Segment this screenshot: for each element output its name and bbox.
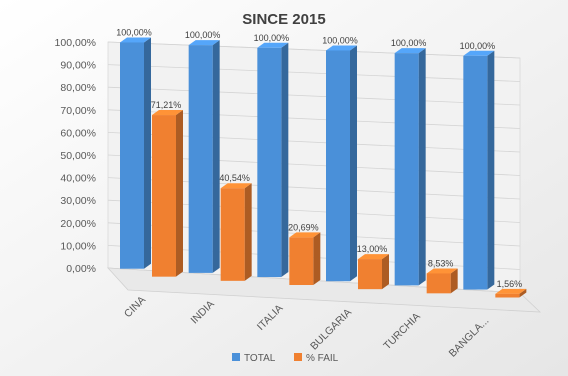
bar--fail-india	[220, 183, 252, 281]
bar-side	[487, 50, 495, 290]
bar-side	[519, 288, 527, 298]
bar-front	[152, 115, 176, 277]
y-tick-label: 10,00%	[60, 240, 96, 252]
bar-side	[313, 232, 321, 286]
y-tick-label: 0,00%	[66, 263, 96, 275]
chart-title: SINCE 2015	[242, 11, 325, 28]
y-tick-label: 50,00%	[60, 150, 96, 162]
bar-top	[326, 45, 357, 51]
data-label: 20,69%	[288, 222, 319, 232]
bar-side	[281, 42, 289, 278]
y-tick-label: 90,00%	[60, 60, 96, 72]
bar-top	[289, 232, 321, 238]
y-axis-ticks: 0,00% 10,00% 20,00% 30,00% 40,00% 50,00% 60,00…	[55, 37, 96, 275]
data-label: 8,53%	[428, 258, 454, 268]
gridline	[107, 86, 521, 106]
bar-front	[463, 55, 488, 290]
bar-side	[418, 48, 426, 286]
y-tick-label: 80,00%	[60, 82, 96, 94]
bar-side	[382, 254, 389, 290]
data-label: 100,00%	[322, 35, 358, 45]
legend: TOTAL % FAIL	[232, 353, 339, 364]
y-tick-label: 20,00%	[60, 218, 96, 230]
bar--fail-italia	[289, 232, 321, 286]
bar-side	[212, 40, 220, 273]
bar-top	[495, 288, 527, 294]
bar-front	[326, 50, 350, 282]
y-tick-label: 70,00%	[60, 105, 96, 117]
y-tick-label: 40,00%	[60, 173, 96, 185]
bar-top	[257, 42, 289, 48]
data-label: 71,21%	[151, 100, 182, 110]
bar--fail-turchia	[426, 268, 458, 294]
bar-front	[426, 273, 451, 294]
legend-label: % FAIL	[306, 353, 339, 364]
bar-side	[450, 268, 458, 294]
bar-top	[120, 37, 151, 43]
gridline	[107, 64, 521, 82]
bar-front	[358, 259, 382, 290]
legend-swatch	[294, 353, 302, 361]
data-label: 40,54%	[219, 173, 250, 183]
bar-total-india	[188, 40, 220, 273]
bars	[120, 37, 527, 298]
bar-top	[394, 48, 426, 54]
data-label: 100,00%	[391, 38, 427, 48]
bar-front	[120, 42, 144, 269]
bar-top	[358, 254, 389, 260]
bar-side	[176, 110, 183, 277]
data-labels: 100,00% 71,21% 100,00% 40,54% 100,00% 20,69% 1…	[116, 27, 522, 288]
bar-front	[394, 53, 419, 286]
bar-front	[495, 293, 520, 298]
data-label: 100,00%	[460, 41, 496, 51]
bar-front	[257, 47, 282, 278]
bar-top	[152, 110, 183, 116]
y-tick-label: 60,00%	[60, 127, 96, 139]
bar-front	[289, 237, 314, 286]
data-label: 100,00%	[254, 33, 290, 43]
bar-front	[188, 45, 213, 273]
bar--fail-bulgaria	[358, 254, 389, 290]
bar-total-turchia	[394, 48, 426, 286]
data-label: 1,56%	[497, 279, 523, 289]
bar-front	[220, 188, 245, 281]
data-label: 13,00%	[357, 244, 388, 254]
bar--fail-bangla-	[495, 288, 527, 298]
bar-top	[463, 50, 495, 56]
bar-total-italia	[257, 42, 289, 278]
bar-top	[188, 40, 220, 46]
y-tick-label: 30,00%	[60, 195, 96, 207]
legend-label: TOTAL	[244, 353, 276, 364]
gridline	[107, 41, 521, 59]
bar--fail-cina	[152, 110, 183, 277]
bar-side	[144, 37, 151, 269]
bar-side	[244, 183, 252, 281]
legend-swatch	[232, 353, 240, 361]
bar-side	[350, 45, 357, 282]
bar-total-bulgaria	[326, 45, 357, 282]
bar-top	[426, 268, 458, 274]
bar-total-cina	[120, 37, 151, 269]
bar-top	[220, 183, 252, 189]
data-label: 100,00%	[185, 30, 221, 40]
data-label: 100,00%	[116, 27, 152, 37]
bar-total-bangla-	[463, 50, 495, 290]
y-tick-label: 100,00%	[55, 37, 96, 49]
